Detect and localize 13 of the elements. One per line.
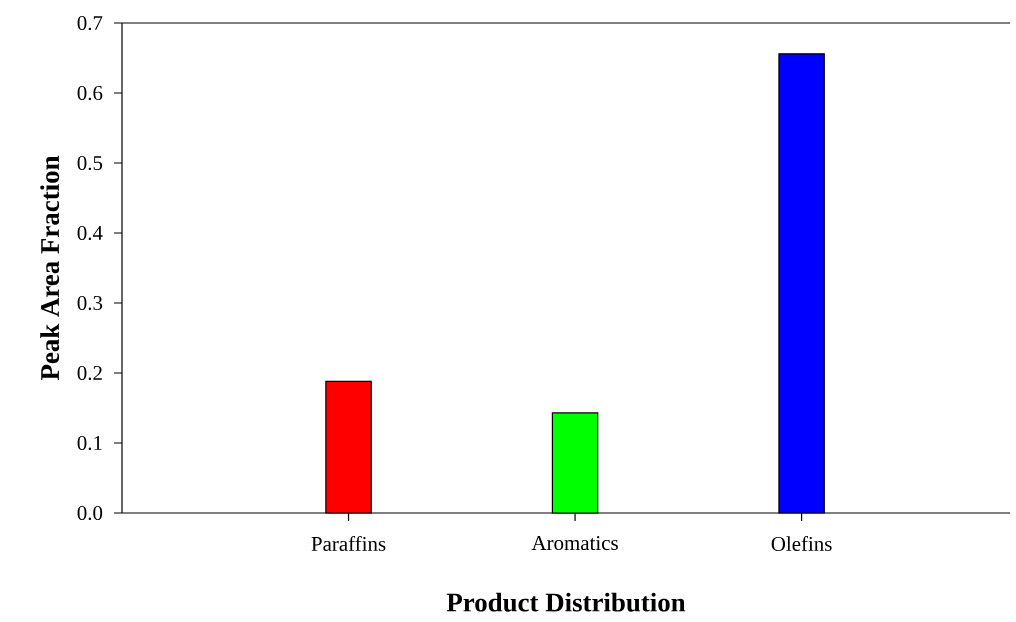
x-axis-title: Product Distribution bbox=[446, 592, 686, 612]
y-tick-label: 0.5 bbox=[77, 155, 103, 171]
x-tick-label: Paraffins bbox=[311, 536, 386, 551]
y-tick-label: 0.0 bbox=[77, 505, 103, 521]
y-tick-label: 0.3 bbox=[77, 295, 103, 311]
y-tick-label: 0.7 bbox=[77, 15, 103, 31]
y-tick-label: 0.1 bbox=[77, 435, 102, 451]
x-tick-label: Aromatics bbox=[531, 536, 618, 551]
x-tick-label: Olefins bbox=[771, 536, 832, 551]
y-tick-label: 0.4 bbox=[77, 225, 103, 241]
y-tick-label: 0.2 bbox=[77, 365, 102, 381]
y-tick-label: 0.6 bbox=[77, 85, 103, 101]
y-axis-title: Peak Area Fraction bbox=[40, 155, 60, 381]
